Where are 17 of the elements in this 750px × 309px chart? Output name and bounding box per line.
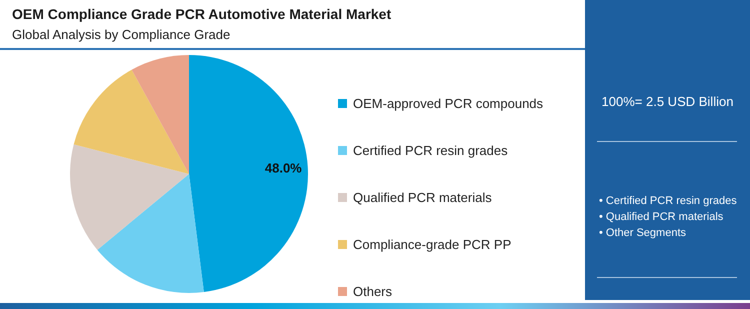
data-label: 48.0% — [264, 160, 302, 176]
pie-slice — [74, 70, 189, 174]
text: • Qualified PCR materials — [599, 210, 724, 225]
pie-slice — [132, 55, 189, 174]
pie-slice — [70, 144, 189, 250]
legend-label: Compliance-grade PCR PP — [352, 236, 512, 254]
text: • Certified PCR resin grades — [599, 194, 737, 209]
chart-title: OEM Compliance Grade PCR Automotive Material Market — [12, 6, 392, 22]
pie-slice — [97, 174, 204, 293]
legend-label: Certified PCR resin grades — [352, 142, 509, 160]
text: 100%= 2.5 USD Billion — [600, 94, 734, 109]
legend-label: OEM-approved PCR compounds — [352, 95, 544, 113]
text: • Other Segments — [599, 226, 688, 241]
chart-subtitle: Global Analysis by Compliance Grade — [12, 27, 230, 42]
legend-label: Qualified PCR materials — [352, 189, 493, 207]
legend-label: Others — [352, 283, 394, 301]
pie-slice — [189, 55, 308, 292]
